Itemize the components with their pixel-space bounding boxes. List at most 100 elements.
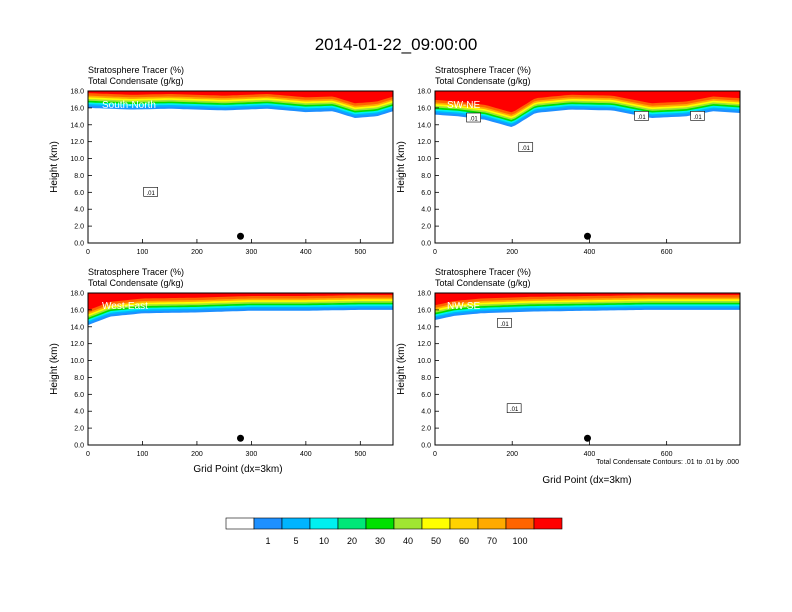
colorbar: 1 5 10 20 30 40 50 60 70 100 (225, 517, 563, 546)
y-tick-label: 10.0 (417, 358, 431, 365)
x-tick-label: 0 (433, 451, 437, 458)
y-tick-label: 4.0 (421, 207, 431, 214)
panel-label: NW-SE (447, 301, 480, 312)
plot-background (88, 293, 393, 445)
y-ticks: 0.0 2.0 4.0 6.0 8.0 10.0 12.0 14.0 16.0 18.0 (70, 89, 92, 248)
y-tick-label: 0.0 (74, 443, 84, 450)
figure-title: 2014-01-22_09:00:00 (315, 35, 478, 54)
colorbar-label: 50 (431, 536, 441, 546)
y-tick-label: 4.0 (74, 409, 84, 416)
y-tick-label: 12.0 (417, 139, 431, 146)
y-tick-label: 0.0 (74, 241, 84, 248)
y-tick-label: 18.0 (417, 89, 431, 96)
x-tick-label: 100 (137, 451, 149, 458)
x-tick-label: 200 (506, 451, 518, 458)
tracer-field (88, 293, 393, 445)
panel-title-line-2: Total Condensate (g/kg) (88, 76, 184, 86)
plot-frame (87, 292, 394, 446)
contour-label-box (497, 318, 512, 328)
y-axis-label: Height (km) (49, 343, 60, 395)
colorbar-label: 60 (459, 536, 469, 546)
colorbar-box (225, 517, 255, 530)
contour-label: .01 (146, 191, 155, 197)
x-tick-label: 200 (191, 249, 203, 256)
y-tick-label: 14.0 (417, 324, 431, 331)
tracer-field (435, 91, 740, 243)
panel-title-line-1: Stratosphere Tracer (%) (435, 65, 531, 75)
location-marker (237, 434, 244, 442)
tracer-field (88, 91, 393, 243)
y-tick-label: 4.0 (74, 207, 84, 214)
x-tick-label: 0 (86, 451, 90, 458)
x-tick-label: 200 (506, 249, 518, 256)
y-tick-label: 6.0 (74, 190, 84, 197)
y-axis-label: Height (km) (396, 343, 407, 395)
tracer-band-8 (435, 293, 740, 306)
y-ticks: 0.0 2.0 4.0 6.0 8.0 10.0 12.0 14.0 16.0 18.0 (417, 89, 439, 248)
y-tick-label: 10.0 (70, 358, 84, 365)
x-tick-label: 300 (246, 451, 258, 458)
y-tick-label: 8.0 (74, 173, 84, 180)
panel-title-line-1: Stratosphere Tracer (%) (88, 65, 184, 75)
location-marker (237, 232, 244, 240)
y-tick-label: 6.0 (421, 392, 431, 399)
panel-title-line-2: Total Condensate (g/kg) (88, 278, 184, 288)
x-ticks: 0 100 200 300 400 500 (86, 239, 366, 256)
plot-background (88, 91, 393, 243)
colorbar-box (421, 517, 451, 530)
y-ticks: 0.0 2.0 4.0 6.0 8.0 10.0 12.0 14.0 16.0 18.0 (70, 291, 92, 450)
plot-frame (434, 90, 741, 244)
panel-sw-ne: Stratosphere Tracer (%) Total Condensate… (396, 65, 741, 256)
colorbar-label: 20 (347, 536, 357, 546)
plot-area: .01 (87, 90, 394, 244)
panel-title-line-1: Stratosphere Tracer (%) (435, 267, 531, 277)
y-tick-label: 2.0 (74, 426, 84, 433)
colorbar-label: 30 (375, 536, 385, 546)
y-tick-label: 12.0 (70, 341, 84, 348)
panel-nw-se: Stratosphere Tracer (%) Total Condensate… (396, 267, 741, 486)
y-tick-label: 10.0 (417, 156, 431, 163)
panel-west-east: Stratosphere Tracer (%) Total Condensate… (49, 267, 394, 475)
panel-title-line-2: Total Condensate (g/kg) (435, 76, 531, 86)
y-tick-label: 2.0 (421, 224, 431, 231)
x-ticks: 0 200 400 600 (433, 239, 673, 256)
y-tick-label: 2.0 (74, 224, 84, 231)
y-tick-label: 0.0 (421, 443, 431, 450)
y-tick-label: 8.0 (421, 375, 431, 382)
y-tick-label: 16.0 (417, 105, 431, 112)
contour-label-box (518, 142, 534, 152)
colorbar-label: 70 (487, 536, 497, 546)
x-tick-label: 600 (661, 249, 673, 256)
x-tick-label: 400 (584, 451, 596, 458)
x-tick-label: 0 (86, 249, 90, 256)
y-tick-label: 8.0 (74, 375, 84, 382)
x-tick-label: 400 (300, 451, 312, 458)
y-tick-label: 4.0 (421, 409, 431, 416)
y-axis-label: Height (km) (49, 141, 60, 193)
y-axis-label: Height (km) (396, 141, 407, 193)
contour-label: .01 (637, 115, 646, 121)
panel-title-line-2: Total Condensate (g/kg) (435, 278, 531, 288)
colorbar-box (449, 517, 479, 530)
y-tick-label: 16.0 (70, 105, 84, 112)
contour-label-box (506, 403, 522, 413)
colorbar-box (393, 517, 423, 530)
y-tick-label: 18.0 (417, 291, 431, 298)
colorbar-label: 10 (319, 536, 329, 546)
y-tick-label: 8.0 (421, 173, 431, 180)
tracer-field (435, 293, 740, 445)
location-marker (584, 232, 591, 240)
colorbar-box (253, 517, 283, 530)
colorbar-label: 100 (512, 536, 527, 546)
contour-note: Total Condensate Contours: .01 to .01 by… (596, 459, 739, 466)
x-axis-label: Grid Point (dx=3km) (193, 464, 282, 475)
plot-area: .01 .01 (434, 292, 741, 446)
y-tick-label: 14.0 (417, 122, 431, 129)
x-tick-label: 600 (661, 451, 673, 458)
plot-background (435, 293, 740, 445)
y-tick-label: 6.0 (74, 392, 84, 399)
x-tick-label: 100 (137, 249, 149, 256)
x-tick-label: 0 (433, 249, 437, 256)
colorbar-label: 1 (265, 536, 270, 546)
x-ticks: 0 100 200 300 400 500 (86, 441, 366, 458)
